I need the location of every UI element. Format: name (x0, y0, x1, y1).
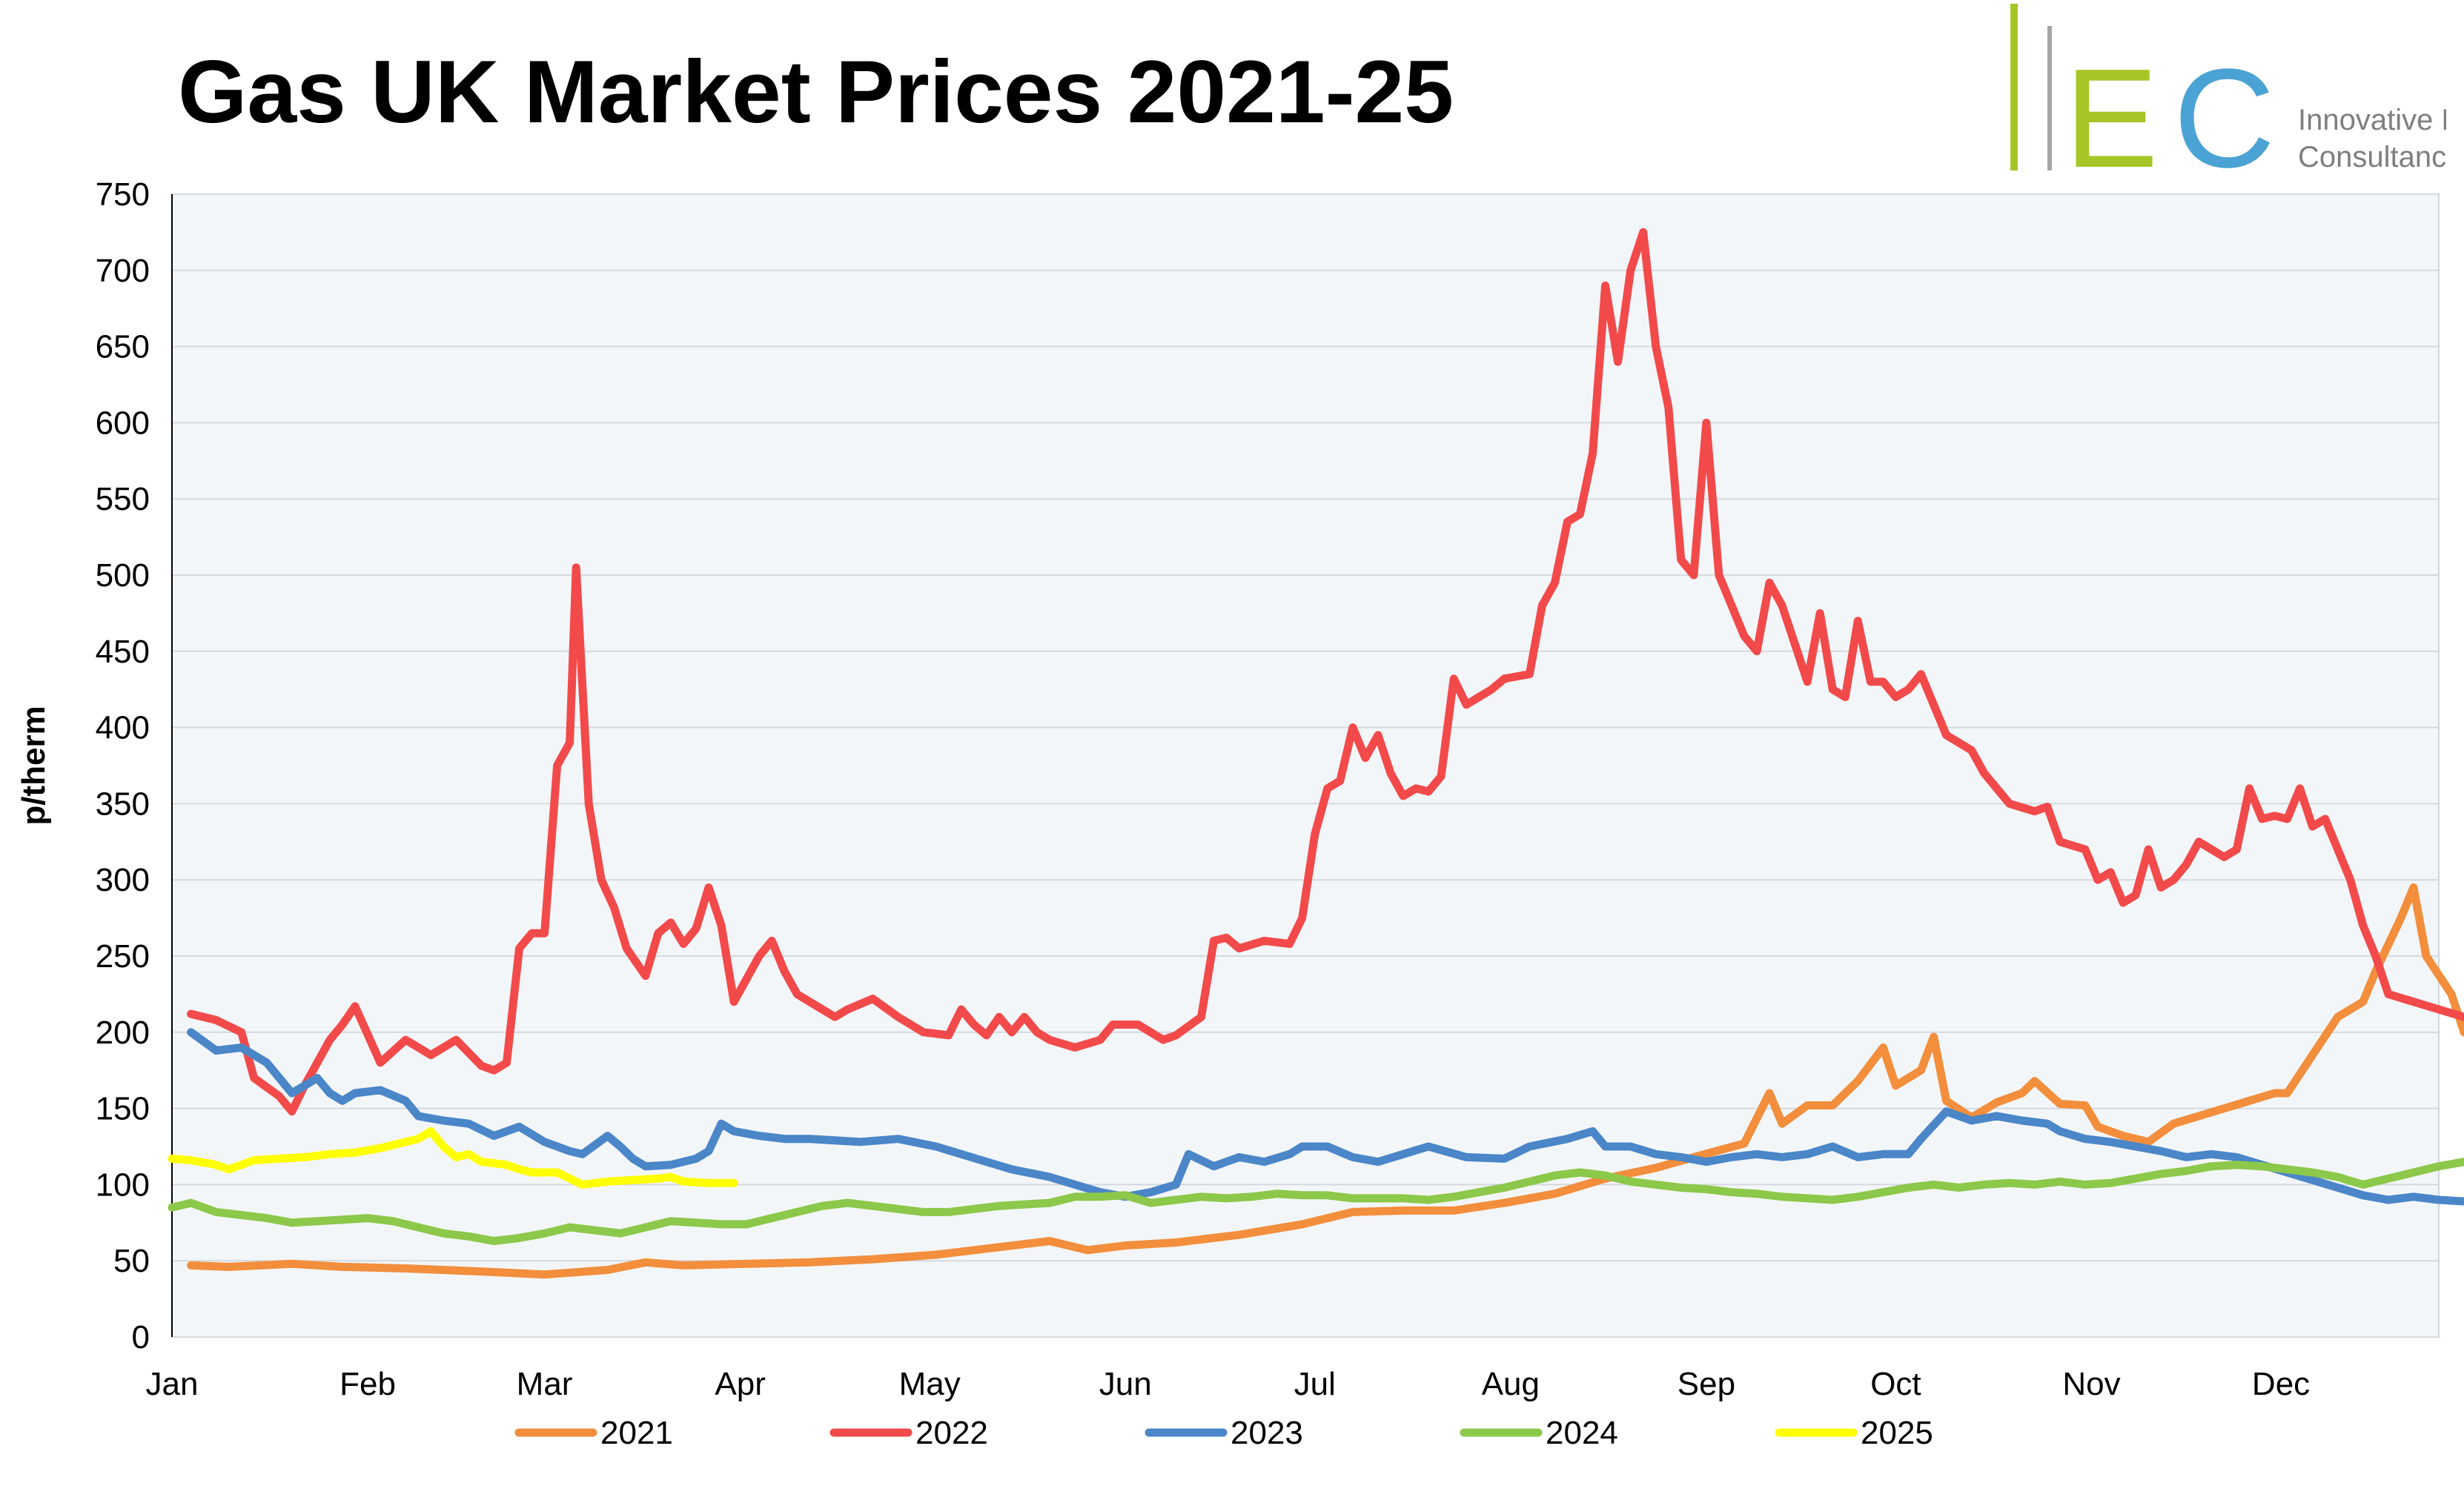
y-tick-label: 750 (96, 176, 150, 213)
y-tick-label: 700 (96, 253, 150, 289)
y-tick-label: 150 (96, 1091, 150, 1127)
y-tick-label: 400 (96, 710, 150, 746)
series-lines (168, 228, 2464, 1279)
legend-label-2022: 2022 (915, 1415, 988, 1451)
x-tick-label: Aug (1482, 1366, 1540, 1402)
y-tick-label: 50 (113, 1243, 150, 1279)
x-tick-label: Mar (517, 1366, 573, 1402)
series-line-2024 (168, 1158, 2464, 1245)
x-axis-ticks: Jan Feb Mar Apr May Jun Jul Aug Sep Oct Nov Dec (146, 1366, 2311, 1402)
legend-label-2021: 2021 (600, 1415, 673, 1451)
logo-letter-c: C (2173, 40, 2275, 178)
y-axis-title: p/therm (16, 706, 52, 825)
logo-letter-e: E (2064, 40, 2159, 178)
x-tick-label: Oct (1870, 1366, 1921, 1402)
x-tick-label: Sep (1678, 1366, 1735, 1402)
legend: 2021 2022 2023 2024 2025 (514, 1415, 1933, 1451)
logo-bar-grey (2047, 26, 2052, 170)
series-line-2022 (187, 228, 2464, 1116)
y-tick-label: 0 (132, 1319, 150, 1356)
y-axis-ticks: 0 50 100 150 200 250 300 350 400 450 500 550 600 650 7… (96, 176, 150, 1356)
x-tick-label: Nov (2062, 1366, 2120, 1402)
y-tick-label: 450 (96, 634, 150, 670)
legend-label-2023: 2023 (1231, 1415, 1303, 1451)
series-line-2023 (187, 1028, 2464, 1206)
x-tick-label: Jul (1294, 1366, 1336, 1402)
y-tick-label: 250 (96, 938, 150, 975)
logo-line-2: Consultancy Ltd (2298, 141, 2446, 173)
logo-bar-green (2010, 4, 2018, 170)
x-tick-label: Apr (715, 1366, 765, 1402)
y-tick-label: 100 (96, 1167, 150, 1203)
company-logo: E C Innovative Energy Consultancy Ltd (2010, 4, 2446, 178)
x-tick-label: Dec (2252, 1366, 2310, 1402)
logo-line-1: Innovative Energy (2298, 104, 2446, 136)
series-line-2021 (187, 883, 2464, 1279)
series-line-2025 (168, 1127, 738, 1189)
legend-label-2025: 2025 (1861, 1415, 1933, 1451)
y-tick-label: 550 (96, 481, 150, 517)
y-tick-label: 200 (96, 1015, 150, 1051)
y-tick-label: 650 (96, 329, 150, 365)
y-tick-label: 500 (96, 557, 150, 594)
x-tick-label: Feb (340, 1366, 396, 1402)
y-tick-label: 600 (96, 405, 150, 441)
y-tick-label: 300 (96, 862, 150, 898)
legend-label-2024: 2024 (1546, 1415, 1618, 1451)
x-tick-label: May (899, 1366, 961, 1402)
x-tick-label: Jan (146, 1366, 199, 1402)
page-title: Gas UK Market Prices 2021-25 (178, 42, 1454, 142)
y-tick-label: 350 (96, 786, 150, 822)
x-tick-label: Jun (1099, 1366, 1152, 1402)
